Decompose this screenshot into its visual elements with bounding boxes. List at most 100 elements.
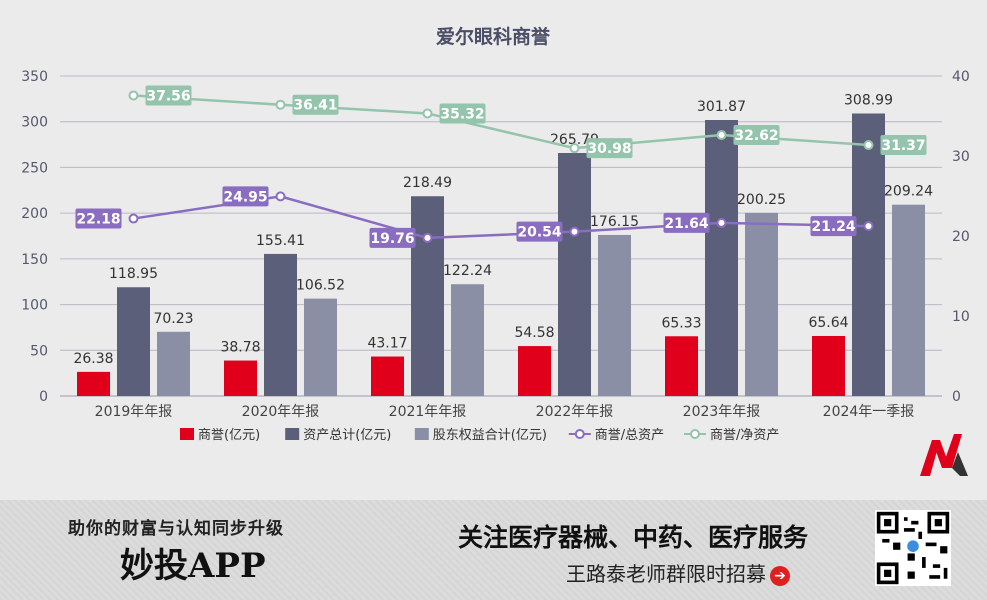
line-data-label: 24.95 bbox=[223, 189, 267, 205]
bar-0 bbox=[224, 360, 257, 396]
x-tick-label: 2021年年报 bbox=[389, 404, 467, 420]
line-data-label: 21.24 bbox=[811, 219, 856, 235]
y-right-tick-label: 30 bbox=[952, 149, 970, 165]
bar-data-label: 106.52 bbox=[296, 278, 345, 294]
bar-0 bbox=[371, 356, 404, 396]
line-point-1 bbox=[569, 143, 580, 154]
y-left-tick-label: 0 bbox=[39, 389, 48, 405]
bar-2 bbox=[598, 234, 631, 396]
legend-swatch-marker bbox=[574, 429, 585, 439]
arrow-right-icon[interactable]: ➔ bbox=[770, 565, 790, 586]
bar-data-label: 26.38 bbox=[73, 351, 113, 367]
line-label-box bbox=[733, 125, 780, 146]
line-label-box bbox=[810, 216, 857, 237]
bar-0 bbox=[665, 336, 698, 396]
chart-title: 爱尔眼科商誉 bbox=[436, 25, 551, 48]
chart: 爱尔眼科商誉 0 50 100 150 200 250 300 350 0 10 20 30 40 2019… bbox=[21, 25, 970, 443]
line-point-1 bbox=[275, 99, 286, 110]
bar-data-label: 209.24 bbox=[884, 184, 933, 200]
x-tick-label: 2022年年报 bbox=[536, 404, 614, 420]
bar-data-label: 176.15 bbox=[590, 214, 639, 230]
bar-2 bbox=[304, 298, 337, 396]
bar-1 bbox=[705, 120, 738, 396]
line-data-label: 19.76 bbox=[370, 231, 414, 247]
bar-1 bbox=[117, 287, 150, 396]
y-right-tick-label: 40 bbox=[952, 69, 970, 85]
y-left-tick-label: 100 bbox=[21, 298, 48, 314]
bar-2 bbox=[157, 331, 190, 396]
bar-data-label: 54.58 bbox=[514, 325, 554, 341]
bar-data-label: 38.78 bbox=[220, 340, 260, 356]
bar-data-label: 301.87 bbox=[697, 99, 746, 115]
y-right-tick-label: 10 bbox=[952, 309, 970, 325]
bar-1 bbox=[264, 253, 297, 396]
line-data-label: 22.18 bbox=[76, 212, 120, 228]
line-data-label: 30.98 bbox=[587, 141, 631, 157]
line-data-label: 32.62 bbox=[734, 128, 778, 144]
line-data-label: 35.32 bbox=[440, 106, 484, 122]
bar-data-label: 65.64 bbox=[808, 315, 848, 331]
line-data-label: 37.56 bbox=[146, 89, 190, 105]
line-label-box bbox=[292, 94, 339, 115]
legend-label: 商誉(亿元) bbox=[198, 428, 260, 443]
banner-headline: 关注医疗器械、中药、医疗服务 bbox=[458, 523, 809, 552]
bar-0 bbox=[812, 335, 845, 396]
line-label-box bbox=[516, 221, 563, 242]
legend-label: 商誉/总资产 bbox=[595, 428, 664, 443]
legend-swatch-bar bbox=[180, 428, 194, 440]
legend-swatch-marker bbox=[690, 429, 700, 439]
bar-0 bbox=[77, 371, 110, 396]
legend-label: 股东权益合计(亿元) bbox=[433, 427, 547, 443]
line-point-1 bbox=[863, 140, 874, 151]
line-data-label: 36.41 bbox=[293, 98, 337, 114]
banner-subline: 王路泰老师群限时招募 ➔ bbox=[566, 558, 790, 587]
line-point-1 bbox=[716, 130, 727, 141]
legend-label: 商誉/净资产 bbox=[710, 428, 779, 443]
x-tick-label: 2024年一季报 bbox=[823, 404, 915, 420]
x-tick-label: 2019年年报 bbox=[95, 404, 173, 420]
bar-data-label: 70.23 bbox=[153, 311, 193, 327]
y-right-tick-label: 0 bbox=[952, 389, 961, 405]
bar-1 bbox=[558, 152, 591, 396]
bar-2 bbox=[451, 284, 484, 396]
y-left-tick-label: 50 bbox=[30, 343, 48, 359]
line-point-0 bbox=[569, 226, 580, 237]
line-label-box bbox=[369, 227, 416, 248]
bar-data-label: 122.24 bbox=[443, 263, 492, 279]
bar-1 bbox=[852, 113, 885, 396]
x-tick-label: 2023年年报 bbox=[683, 404, 761, 420]
bar-data-label: 218.49 bbox=[403, 175, 452, 191]
line-label-box bbox=[880, 135, 927, 156]
line-point-1 bbox=[128, 90, 139, 101]
bar-2 bbox=[892, 204, 925, 396]
legend-label: 资产总计(亿元) bbox=[303, 428, 391, 443]
line-label-box bbox=[663, 212, 710, 233]
qr-code-icon[interactable] bbox=[875, 510, 951, 586]
line-label-box bbox=[75, 208, 122, 229]
line-point-1 bbox=[422, 108, 433, 119]
chart-area: 爱尔眼科商誉 0 50 100 150 200 250 300 350 0 10 20 30 40 2019… bbox=[0, 0, 987, 500]
line-data-label: 31.37 bbox=[881, 138, 925, 154]
y-left-tick-label: 250 bbox=[21, 160, 48, 176]
line-point-0 bbox=[716, 217, 727, 228]
y-left-tick-label: 200 bbox=[21, 206, 48, 222]
line-label-box bbox=[439, 103, 486, 124]
y-left-tick-label: 150 bbox=[21, 252, 48, 268]
bar-1 bbox=[411, 196, 444, 396]
brand-logo-icon bbox=[920, 434, 968, 476]
banner-app-name: 妙投APP bbox=[120, 546, 266, 586]
line-data-label: 21.64 bbox=[664, 216, 709, 232]
promo-banner[interactable]: 助你的财富与认知同步升级 妙投APP 关注医疗器械、中药、医疗服务 王路泰老师群… bbox=[0, 500, 987, 600]
legend-swatch-bar bbox=[414, 428, 429, 440]
bar-0 bbox=[518, 346, 551, 396]
line-point-0 bbox=[275, 191, 286, 202]
y-left-tick-label: 300 bbox=[21, 115, 48, 131]
banner-subline-text: 王路泰老师群限时招募 bbox=[566, 562, 766, 586]
y-right-tick-label: 20 bbox=[952, 229, 970, 245]
line-data-label: 20.54 bbox=[517, 225, 562, 241]
bar-data-label: 43.17 bbox=[367, 336, 407, 352]
line-point-0 bbox=[863, 221, 874, 232]
line-label-box bbox=[145, 85, 192, 106]
bar-data-label: 155.41 bbox=[256, 233, 305, 249]
line-point-0 bbox=[422, 232, 433, 243]
